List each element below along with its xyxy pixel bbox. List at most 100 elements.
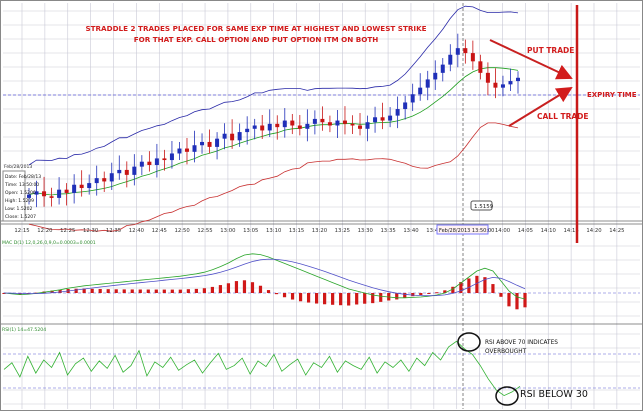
macd-histogram-bar — [323, 293, 327, 305]
candle-body — [470, 53, 475, 62]
macd-histogram-bar — [138, 289, 142, 293]
upper-band-line — [28, 5, 519, 166]
macd-line — [3, 253, 526, 300]
candle-body — [245, 128, 250, 133]
macd-histogram-bar — [435, 292, 439, 294]
x-tick-label: 13:35 — [380, 228, 395, 234]
x-tick-label: 12:15 — [14, 228, 29, 234]
rsi-above-label-2: OVERBOUGHT — [485, 349, 527, 355]
macd-histogram-bar — [363, 293, 367, 304]
rsi-oversold-circle — [495, 386, 519, 406]
candle-body — [87, 183, 92, 189]
macd-histogram-bar — [339, 293, 343, 306]
lower-band-line — [28, 122, 519, 232]
candle-body — [200, 141, 205, 146]
candle-body — [290, 120, 295, 126]
candle-body — [147, 161, 152, 165]
call-trade-label: CALL TRADE — [537, 112, 589, 121]
candle-body — [109, 173, 114, 182]
candle-body — [463, 48, 468, 54]
candle-body — [500, 84, 505, 88]
candle-body — [252, 125, 257, 129]
macd-histogram-bar — [162, 289, 166, 293]
candle-body — [350, 123, 355, 126]
candle-body — [358, 125, 363, 129]
macd-histogram-bar — [306, 293, 311, 303]
info-row-low: Low: 1.5202 — [5, 206, 32, 212]
macd-histogram-bar — [146, 289, 150, 293]
macd-histogram-bar — [467, 278, 471, 293]
macd-histogram-bar — [130, 289, 134, 293]
put-trade-label: PUT TRADE — [527, 46, 574, 55]
macd-histogram-bar — [274, 293, 279, 295]
macd-histogram-bar — [178, 289, 182, 293]
macd-histogram-bar — [483, 277, 487, 293]
x-tick-label: 13:20 — [312, 228, 328, 234]
price-marker-label: 1.5159 — [474, 204, 494, 210]
rsi-line — [3, 340, 521, 397]
macd-histogram-bar — [170, 289, 174, 293]
call-trade-arrow — [508, 86, 573, 127]
put-trade-arrow — [489, 39, 573, 80]
x-tick-label: 13:30 — [358, 228, 374, 234]
candle-body — [493, 82, 498, 88]
candle-body — [335, 120, 340, 126]
bollinger-bands — [28, 5, 519, 232]
macd-histogram-bar — [82, 288, 86, 293]
info-row-time: Time: 13:50:00 — [4, 182, 39, 188]
candle-body — [72, 184, 77, 193]
macd-panel-label: MAC D(1) 12,0,26,0,9,0=0.0003=0.0001 — [2, 240, 96, 246]
x-tick-label: 14:20 — [586, 228, 602, 234]
x-tick-label: 12:30 — [83, 228, 99, 234]
candle-body — [516, 77, 520, 82]
candle-body — [230, 133, 235, 141]
macd-histogram-bar — [347, 293, 351, 306]
macd-histogram-bar — [74, 288, 78, 293]
x-tick-label: 12:40 — [129, 228, 145, 234]
candle-body — [57, 189, 62, 198]
candle-body — [169, 153, 174, 161]
candle-body — [275, 123, 280, 128]
macd-histogram-bar — [186, 289, 190, 293]
cursor-time-box — [436, 224, 489, 235]
x-tick-label: 13:15 — [289, 228, 304, 234]
rsi-overbought-circle — [457, 332, 481, 352]
candlesticks — [27, 33, 520, 208]
candle-body — [79, 184, 84, 189]
macd-histogram-bar — [210, 286, 214, 293]
macd-histogram-bar — [515, 293, 519, 310]
candle-body — [27, 194, 31, 198]
macd-histogram-bar — [98, 289, 102, 293]
candle-body — [139, 161, 144, 167]
macd-histogram-bar — [122, 289, 126, 293]
macd-histogram-bar — [290, 293, 295, 300]
macd-histogram-bar — [202, 288, 206, 293]
macd-histogram-bar — [266, 290, 271, 293]
candle-body — [327, 122, 332, 126]
macd-histogram-bar — [298, 293, 303, 302]
x-tick-label: 12:45 — [152, 228, 167, 234]
x-tick-label: 13:40 — [403, 228, 419, 234]
candle-body — [215, 138, 220, 147]
candle-body — [192, 145, 197, 152]
macd-histogram-bar — [443, 290, 447, 293]
candle-body — [440, 64, 445, 73]
macd-histogram-bar — [226, 283, 231, 293]
ohlc-info-box: Feb/28/2013 Date: Feb/28/13 Time: 13:50:… — [2, 164, 41, 222]
macd-histogram-bar — [523, 293, 527, 308]
x-tick-label: 12:35 — [106, 228, 121, 234]
candle-body — [342, 120, 347, 124]
candle-body — [154, 158, 159, 165]
candle-body — [312, 118, 317, 124]
macd-histogram-bar — [154, 289, 158, 293]
candle-body — [365, 122, 370, 129]
info-row-open: Open: 1.5206 — [5, 190, 36, 196]
candle-body — [410, 94, 415, 103]
macd-histogram-bar — [234, 281, 239, 293]
macd-histogram-bar — [2, 293, 6, 294]
candle-body — [42, 191, 47, 197]
candle-body — [267, 123, 272, 131]
chart-title-line-1: STRADDLE 2 TRADES PLACED FOR SAME EXP TI… — [85, 24, 426, 33]
